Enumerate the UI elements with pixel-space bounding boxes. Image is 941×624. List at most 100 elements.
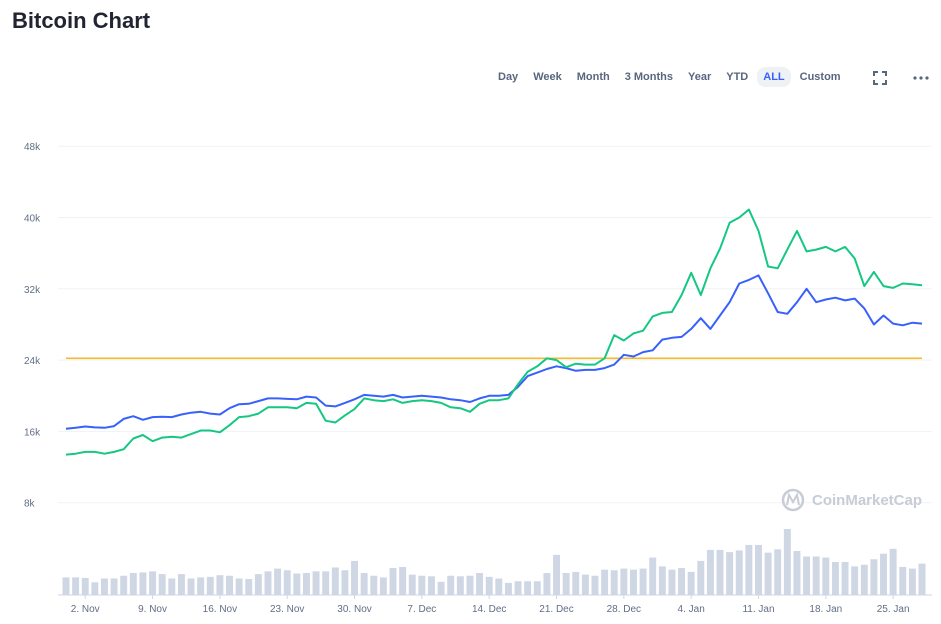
- volume-bar: [504, 582, 512, 595]
- range-button-3-months[interactable]: 3 Months: [624, 71, 673, 83]
- volume-bar: [553, 554, 560, 595]
- range-button-month[interactable]: Month: [576, 71, 610, 83]
- volume-bar: [649, 557, 657, 595]
- volume-bar: [341, 570, 349, 595]
- volume-bar: [514, 581, 522, 595]
- volume-bar: [149, 571, 157, 595]
- x-axis-labels: 2. Nov 9. Nov 16. Nov 23. Nov 30. Nov 7. Dec 1…: [71, 595, 910, 615]
- volume-bar: [264, 571, 272, 595]
- volume-bar: [418, 575, 426, 595]
- x-tick-label: 7. Dec: [407, 604, 436, 615]
- y-tick-label: 48k: [24, 142, 41, 153]
- x-tick-label: 30. Nov: [337, 604, 371, 615]
- volume-bar: [485, 576, 493, 595]
- volume-bar: [610, 570, 618, 595]
- volume-bar: [158, 574, 166, 595]
- range-button-day[interactable]: Day: [498, 71, 519, 83]
- volume-bar: [860, 564, 868, 595]
- range-button-custom[interactable]: Custom: [799, 71, 841, 83]
- volume-bar: [716, 549, 724, 595]
- volume-bar: [726, 552, 734, 595]
- volume-bar: [899, 566, 907, 595]
- volume-bar: [908, 568, 916, 595]
- volume-bar: [918, 563, 926, 595]
- y-tick-label: 16k: [24, 427, 41, 438]
- volume-bar: [139, 572, 147, 595]
- volume-bar: [524, 581, 532, 595]
- volume-bar: [379, 577, 387, 595]
- volume-bar: [678, 568, 686, 595]
- x-tick-label: 18. Jan: [809, 604, 842, 615]
- more-icon[interactable]: [912, 66, 930, 88]
- volume-bar: [120, 575, 128, 595]
- volume-bar: [283, 570, 291, 595]
- volume-bar: [822, 557, 830, 595]
- x-tick-label: 16. Nov: [203, 604, 237, 615]
- volume-bar: [254, 574, 262, 595]
- volume-bar: [591, 575, 599, 595]
- volume-bar: [389, 568, 397, 595]
- volume-bar: [562, 573, 570, 595]
- y-tick-label: 8k: [24, 499, 36, 510]
- volume-bar: [851, 566, 859, 595]
- volume-bar: [668, 569, 676, 595]
- volume-bar: [101, 578, 108, 595]
- volume-bar: [495, 578, 503, 595]
- volume-bar: [428, 576, 435, 595]
- volume-bar: [697, 560, 705, 595]
- x-tick-label: 14. Dec: [472, 604, 506, 615]
- range-button-ytd[interactable]: YTD: [726, 71, 749, 83]
- fullscreen-icon[interactable]: [872, 66, 888, 88]
- volume-bar: [216, 575, 224, 595]
- coinmarketcap-logo-icon: [781, 488, 805, 512]
- volume-bar: [620, 568, 628, 595]
- volume-bar: [793, 551, 801, 595]
- volume-bar: [91, 582, 99, 595]
- volume-bar: [245, 579, 253, 595]
- x-tick-label: 9. Nov: [138, 604, 167, 615]
- x-tick-label: 4. Jan: [678, 604, 705, 615]
- series-line-0: [65, 274, 923, 430]
- volume-bar: [870, 559, 878, 595]
- volume-bar: [745, 544, 753, 595]
- volume-bar: [226, 575, 233, 595]
- x-tick-label: 21. Dec: [539, 604, 573, 615]
- volume-bar: [466, 575, 474, 595]
- volume-bar: [543, 573, 551, 595]
- volume-bar: [639, 568, 647, 595]
- volume-bar: [206, 576, 214, 595]
- volume-bar: [706, 549, 714, 595]
- volume-bar: [399, 566, 407, 595]
- volume-bar: [110, 578, 118, 595]
- watermark: CoinMarketCap: [781, 488, 922, 512]
- volume-bar: [447, 575, 455, 595]
- volume-bar: [456, 576, 464, 595]
- volume-bar: [755, 544, 762, 595]
- volume-bar: [293, 573, 301, 595]
- range-button-year[interactable]: Year: [688, 71, 712, 83]
- volume-bar: [168, 578, 176, 595]
- volume-bar: [629, 569, 637, 595]
- y-tick-label: 40k: [24, 214, 41, 225]
- range-button-week[interactable]: Week: [533, 71, 562, 83]
- volume-bar: [197, 577, 205, 595]
- y-tick-label: 32k: [24, 285, 41, 296]
- time-range-toolbar: Day Week Month 3 Months Year YTD ALL Custom: [492, 66, 850, 88]
- volume-bar: [351, 560, 359, 595]
- volume-bar: [408, 574, 416, 595]
- volume-bar: [533, 581, 541, 595]
- y-axis-labels: 8k 16k 24k 32k 40k 48k: [24, 142, 41, 510]
- volume-bar: [572, 571, 580, 595]
- y-tick-label: 24k: [24, 356, 41, 367]
- volume-bar: [62, 577, 70, 595]
- range-button-all[interactable]: ALL: [757, 67, 791, 87]
- volume-bar: [274, 568, 282, 595]
- volume-bar: [312, 571, 320, 595]
- volume-bar: [774, 549, 782, 595]
- x-tick-label: 25. Jan: [877, 604, 910, 615]
- page-title: Bitcoin Chart: [12, 8, 151, 33]
- volume-bar: [581, 574, 589, 595]
- volume-bar: [601, 569, 609, 595]
- x-tick-label: 11. Jan: [742, 604, 774, 615]
